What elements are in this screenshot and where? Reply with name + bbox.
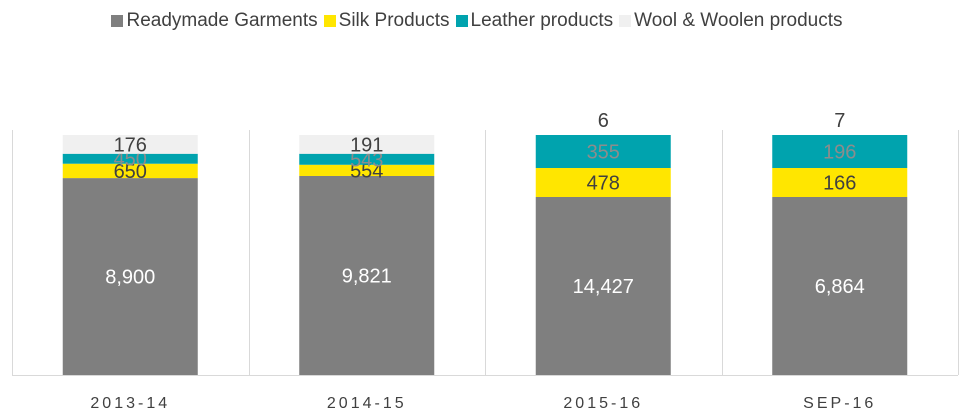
legend-item-readymade-garments: Readymade Garments bbox=[111, 10, 318, 32]
legend-swatch-wool-woolen-products bbox=[619, 15, 632, 27]
data-label: 450 bbox=[114, 149, 147, 171]
bar-segment-silk-products-sep-16 bbox=[772, 168, 908, 197]
bar-segment-leather-products-2015-16 bbox=[535, 135, 671, 168]
legend-item-silk-products: Silk Products bbox=[323, 10, 450, 32]
legend-label-leather-products: Leather products bbox=[470, 10, 614, 31]
x-tick-label: 2015-16 bbox=[563, 395, 643, 412]
data-label: 166 bbox=[823, 173, 856, 195]
legend-swatch-silk-products bbox=[323, 15, 336, 27]
legend-label-readymade-garments: Readymade Garments bbox=[126, 10, 318, 31]
bar-segment-readymade-garments-2015-16 bbox=[535, 197, 671, 375]
legend-item-leather-products: Leather products bbox=[455, 10, 614, 32]
bar-segment-wool-woolen-products-2013-14 bbox=[62, 135, 198, 154]
chart-legend: Readymade Garments Silk Products Leather… bbox=[0, 6, 960, 36]
bar-segment-leather-products-2013-14 bbox=[62, 153, 198, 164]
bar-segment-readymade-garments-2014-15 bbox=[299, 175, 435, 375]
data-label: 478 bbox=[587, 173, 620, 195]
data-label: 543 bbox=[350, 149, 383, 171]
data-label-wool: 6 bbox=[598, 110, 609, 132]
data-label: 554 bbox=[350, 160, 383, 182]
legend-swatch-readymade-garments bbox=[111, 15, 124, 27]
data-label: 191 bbox=[350, 134, 383, 156]
data-label: 6,864 bbox=[815, 276, 865, 298]
data-label: 355 bbox=[587, 142, 620, 164]
bar-segment-readymade-garments-2013-14 bbox=[62, 178, 198, 375]
bar-segment-readymade-garments-sep-16 bbox=[772, 197, 908, 375]
legend-label-wool-woolen-products: Wool & Woolen products bbox=[634, 10, 843, 31]
x-tick-label: 2014-15 bbox=[327, 395, 407, 412]
legend-swatch-leather-products bbox=[455, 15, 468, 27]
legend-label-silk-products: Silk Products bbox=[338, 10, 450, 31]
x-tick-label: 2013-14 bbox=[90, 395, 170, 412]
bar-segment-leather-products-2014-15 bbox=[299, 153, 435, 165]
bar-segment-wool-woolen-products-2014-15 bbox=[299, 135, 435, 154]
data-label: 14,427 bbox=[573, 276, 634, 298]
data-label-wool: 7 bbox=[834, 110, 845, 132]
legend-item-wool-woolen-products: Wool & Woolen products bbox=[619, 10, 843, 32]
data-label: 176 bbox=[114, 134, 147, 156]
data-label: 650 bbox=[114, 161, 147, 183]
bar-segment-silk-products-2015-16 bbox=[535, 168, 671, 197]
x-tick-label: SEP-16 bbox=[803, 395, 876, 412]
data-label: 8,900 bbox=[105, 267, 155, 289]
data-label: 9,821 bbox=[342, 265, 392, 287]
bar-segment-leather-products-sep-16 bbox=[772, 135, 908, 168]
bar-segment-silk-products-2013-14 bbox=[62, 163, 198, 179]
data-label: 196 bbox=[823, 142, 856, 164]
bar-segment-silk-products-2014-15 bbox=[299, 164, 435, 176]
